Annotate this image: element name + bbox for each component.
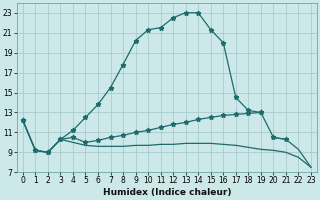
X-axis label: Humidex (Indice chaleur): Humidex (Indice chaleur) — [103, 188, 231, 197]
